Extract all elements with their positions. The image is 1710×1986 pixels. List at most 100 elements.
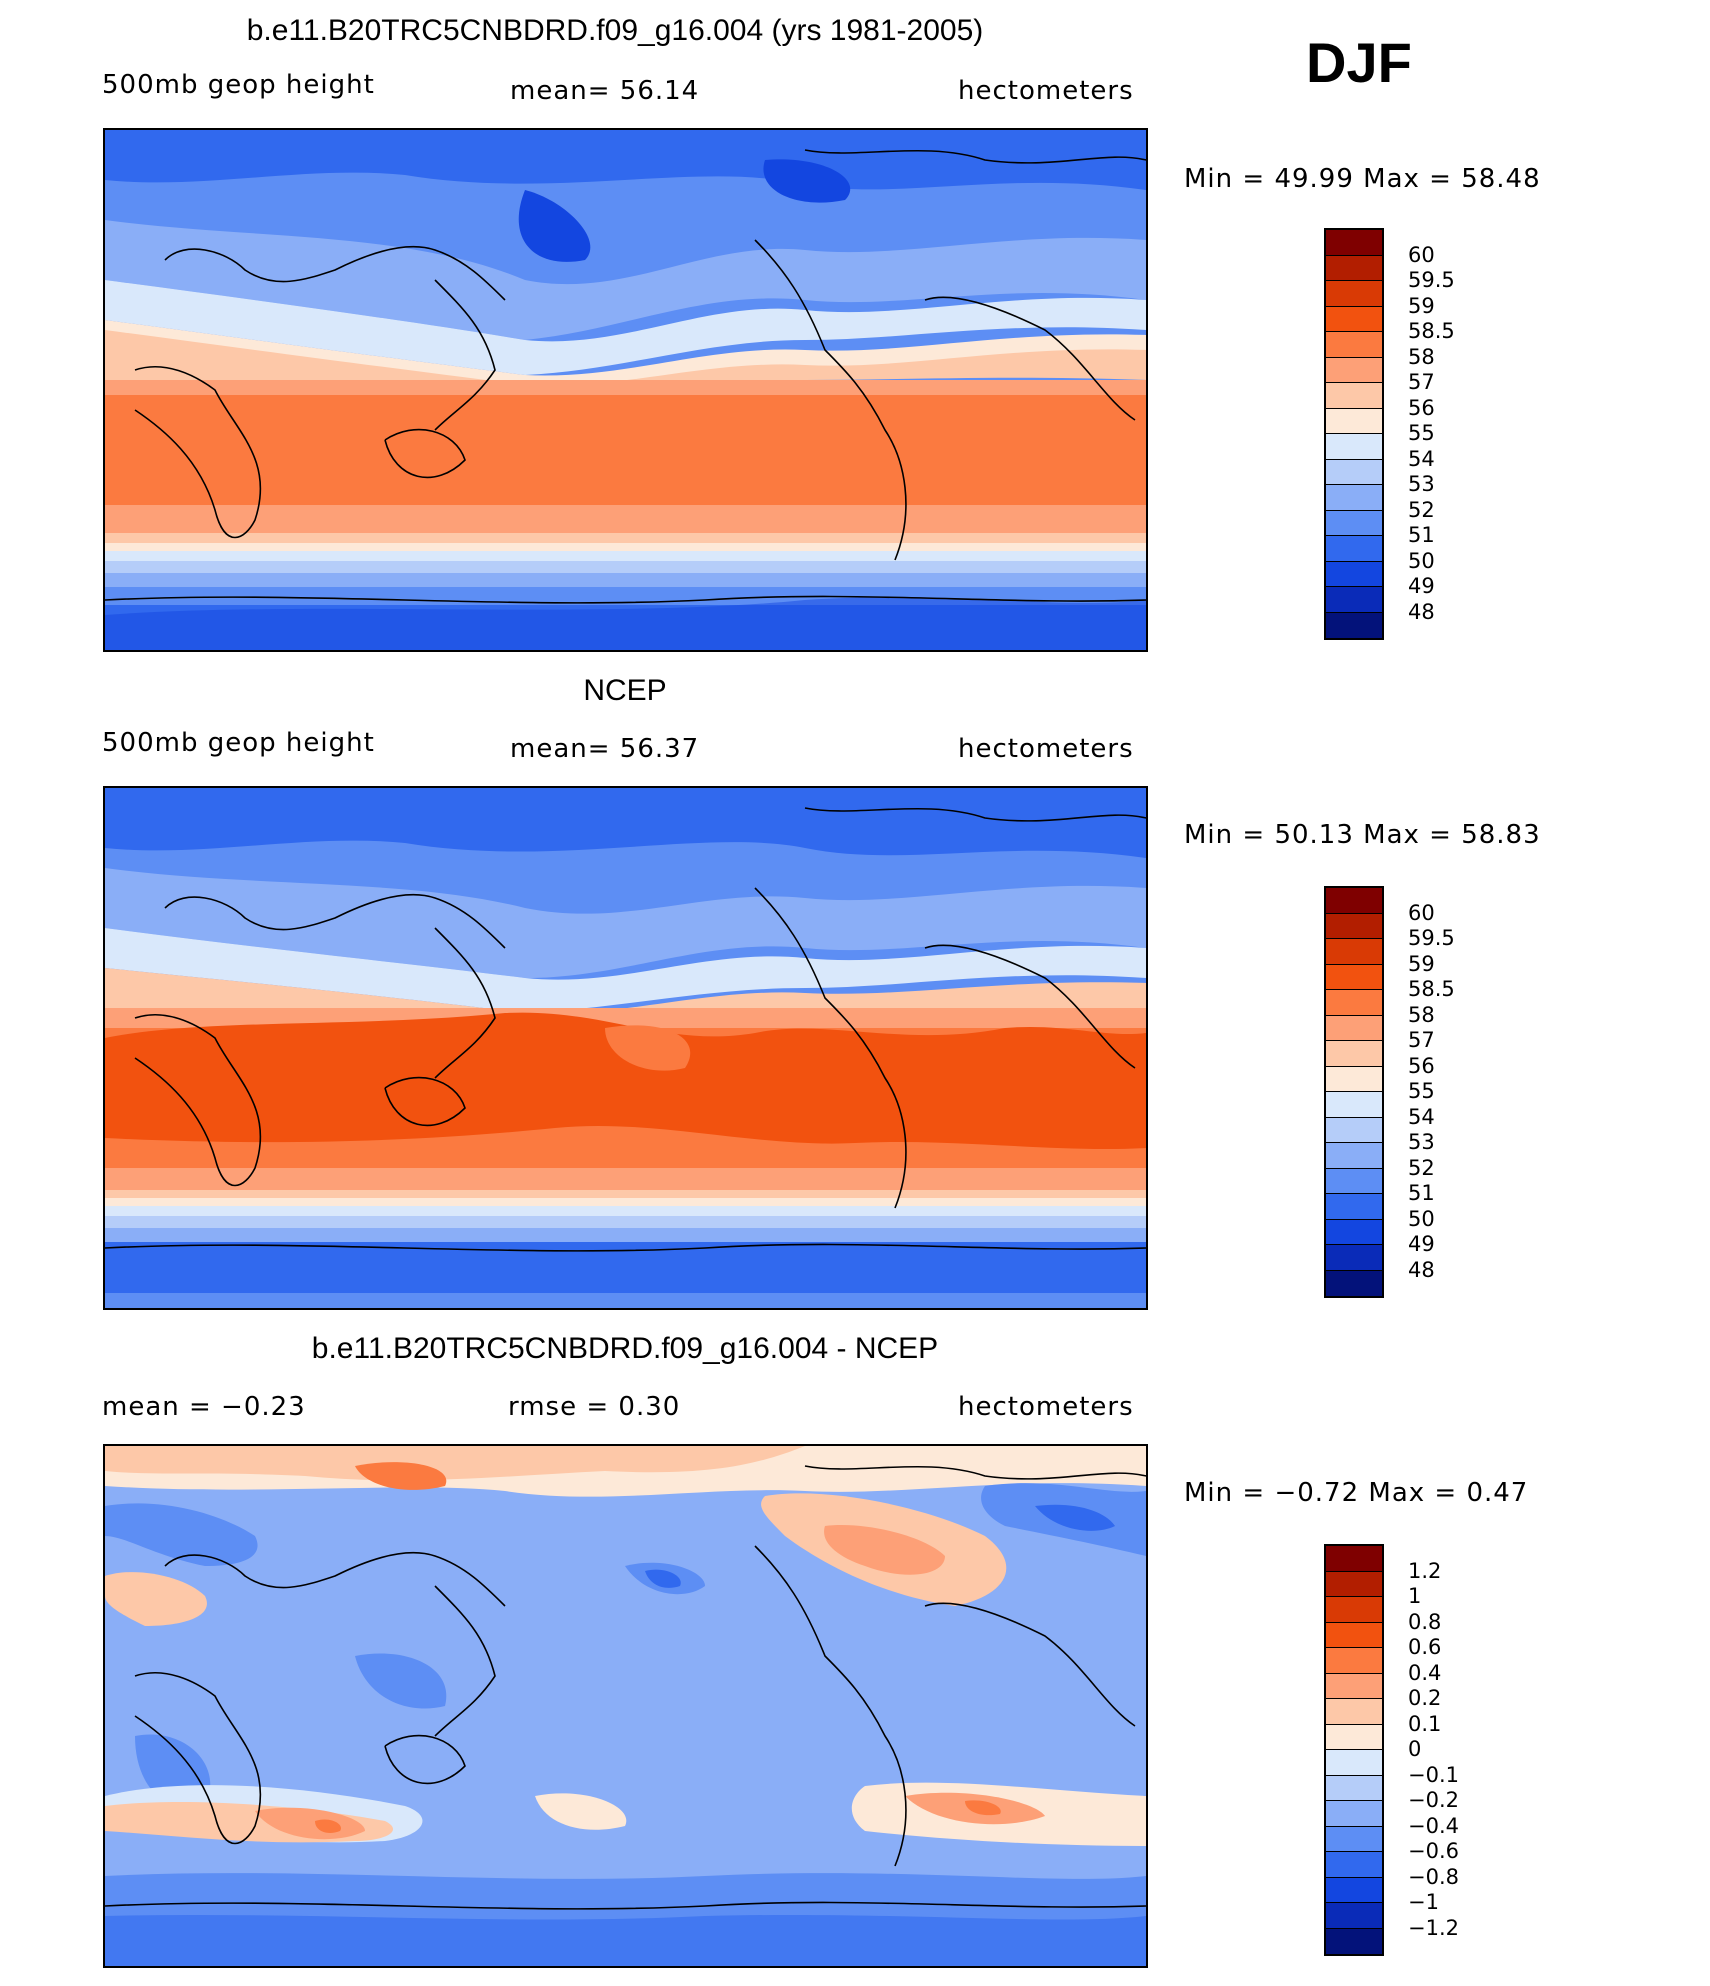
colorbar-tick-label: 0.1 [1408,1711,1442,1736]
colorbar-swatch [1326,510,1382,536]
colorbar-swatch [1326,281,1382,307]
colorbar-swatch [1326,1219,1382,1245]
panel3-title: b.e11.B20TRC5CNBDRD.f09_g16.004 - NCEP [311,1332,939,1365]
colorbar-tick-label: 56 [1408,1053,1435,1078]
panel3-colorbar [1324,1544,1384,1956]
colorbar-swatch [1326,1622,1382,1648]
colorbar-swatch [1326,230,1382,256]
panel2-variable-label: 500mb geop height [102,728,375,758]
panel3-rmse-label: rmse = 0.30 [508,1392,681,1422]
colorbar-tick-label: 57 [1408,370,1435,394]
colorbar-tick-label: 49 [1408,1232,1435,1256]
colorbar-swatch [1326,1775,1382,1801]
colorbar-tick-label: 50 [1408,548,1435,573]
colorbar-tick-label: 1.2 [1408,1558,1442,1583]
colorbar-tick-label: 60 [1408,900,1435,925]
colorbar-swatch [1326,434,1382,460]
colorbar-tick-label: −1.2 [1408,1915,1459,1940]
panel1-title: b.e11.B20TRC5CNBDRD.f09_g16.004 (yrs 198… [246,14,984,47]
colorbar-tick-label: 58 [1408,344,1435,369]
panel1-colorbar [1324,228,1384,640]
colorbar-swatch [1326,383,1382,409]
colorbar-tick-label: 0.2 [1408,1686,1442,1710]
colorbar-tick-label: 51 [1408,1181,1435,1205]
panel2-title: NCEP [583,674,667,707]
colorbar-tick-label: −0.8 [1408,1864,1459,1889]
colorbar-swatch [1326,587,1382,613]
colorbar-swatch [1326,1801,1382,1827]
colorbar-tick-label: 50 [1408,1206,1435,1231]
colorbar-tick-label: 54 [1408,1104,1435,1129]
panel1-map [103,128,1148,652]
colorbar-swatch [1326,939,1382,965]
colorbar-swatch [1326,1092,1382,1118]
colorbar-tick-label: 53 [1408,1130,1435,1154]
colorbar-tick-label: 52 [1408,497,1435,522]
colorbar-tick-label: 58 [1408,1002,1435,1027]
colorbar-tick-label: −0.2 [1408,1788,1459,1812]
colorbar-swatch [1326,306,1382,332]
panel1-mean-label: mean= 56.14 [510,76,700,106]
colorbar-tick-label: 0 [1408,1737,1422,1761]
colorbar-swatch [1326,357,1382,383]
panel3-units-label: hectometers [958,1392,1134,1422]
colorbar-tick-label: 55 [1408,421,1435,445]
colorbar-swatch [1326,1699,1382,1725]
colorbar-swatch [1326,255,1382,281]
colorbar-swatch [1326,964,1382,990]
colorbar-swatch [1326,990,1382,1016]
colorbar-swatch [1326,1673,1382,1699]
colorbar-tick-label: −0.1 [1408,1762,1459,1787]
colorbar-tick-label: 56 [1408,395,1435,420]
colorbar-swatch [1326,612,1382,638]
colorbar-tick-label: 0.8 [1408,1609,1442,1634]
colorbar-tick-label: 59 [1408,293,1435,318]
colorbar-tick-label: −0.4 [1408,1813,1459,1838]
panel2-mean-label: mean= 56.37 [510,734,700,764]
panel1-units-label: hectometers [958,76,1134,106]
colorbar-tick-label: 57 [1408,1028,1435,1052]
colorbar-tick-label: 48 [1408,599,1435,624]
colorbar-swatch [1326,1826,1382,1852]
colorbar-swatch [1326,1903,1382,1929]
colorbar-swatch [1326,888,1382,914]
colorbar-swatch [1326,1750,1382,1776]
colorbar-tick-label: 49 [1408,574,1435,598]
panel1-variable-label: 500mb geop height [102,70,375,100]
season-label: DJF [1306,31,1412,94]
colorbar-swatch [1326,1245,1382,1271]
colorbar-swatch [1326,1015,1382,1041]
colorbar-tick-label: 59.5 [1408,926,1455,950]
colorbar-tick-label: 0.6 [1408,1635,1442,1659]
colorbar-swatch [1326,1143,1382,1169]
colorbar-swatch [1326,536,1382,562]
colorbar-tick-label: −0.6 [1408,1839,1459,1863]
colorbar-swatch [1326,561,1382,587]
colorbar-swatch [1326,1270,1382,1296]
colorbar-swatch [1326,1546,1382,1572]
panel1-minmax: Min = 49.99 Max = 58.48 [1184,164,1541,194]
panel2-units-label: hectometers [958,734,1134,764]
colorbar-tick-label: 0.4 [1408,1660,1442,1685]
colorbar-swatch [1326,1597,1382,1623]
colorbar-tick-label: 48 [1408,1257,1435,1282]
colorbar-swatch [1326,913,1382,939]
colorbar-tick-label: 60 [1408,242,1435,267]
colorbar-swatch [1326,1194,1382,1220]
colorbar-swatch [1326,1724,1382,1750]
colorbar-tick-label: 51 [1408,523,1435,547]
colorbar-swatch [1326,1117,1382,1143]
colorbar-swatch [1326,485,1382,511]
colorbar-tick-label: 1 [1408,1584,1422,1608]
colorbar-tick-label: 59.5 [1408,268,1455,292]
colorbar-swatch [1326,332,1382,358]
panel3-mean-label: mean = −0.23 [102,1392,306,1422]
colorbar-tick-label: 59 [1408,951,1435,976]
colorbar-tick-label: 53 [1408,472,1435,496]
panel2-minmax: Min = 50.13 Max = 58.83 [1184,820,1541,850]
colorbar-tick-label: −1 [1408,1890,1439,1914]
panel2-map [103,786,1148,1310]
colorbar-swatch [1326,1066,1382,1092]
colorbar-swatch [1326,408,1382,434]
colorbar-tick-label: 52 [1408,1155,1435,1180]
